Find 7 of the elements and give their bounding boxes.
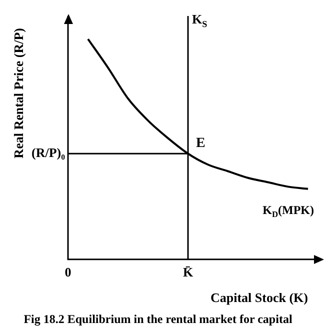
x-tick-label: K̄: [182, 264, 194, 280]
annotation: E: [196, 136, 206, 152]
text: Fig 18.2 Equilibrium in the rental market for capital: [24, 312, 293, 326]
ref-line-label: (R/P)₀: [32, 144, 66, 160]
x-axis-title: Capital Stock (K): [210, 290, 308, 306]
y-axis-title: Real Rental Price (R/P): [11, 28, 26, 158]
x-tick-label: 0: [64, 264, 72, 280]
